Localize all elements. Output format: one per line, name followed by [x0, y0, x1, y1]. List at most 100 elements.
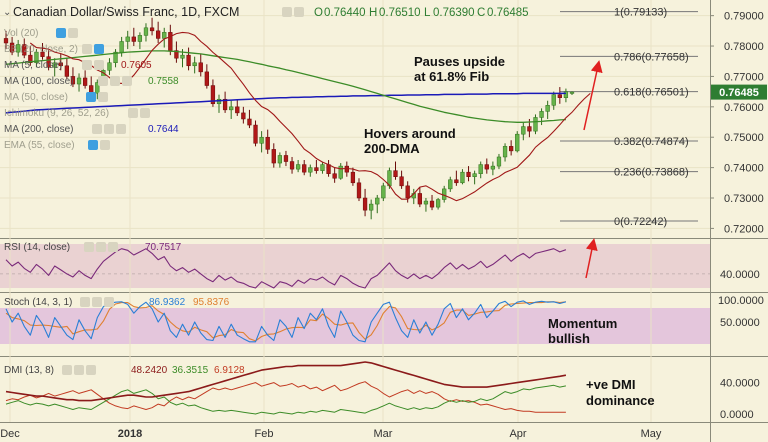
chart-header: ⌄ Canadian Dollar/Swiss Franc, 1D, FXCM … [3, 5, 529, 19]
candle-body [369, 203, 374, 211]
close-icon[interactable] [122, 76, 132, 86]
ohlc-close-key: C [477, 7, 485, 19]
candle-body [70, 76, 76, 85]
ohlc-high-value: 0.76510 [379, 7, 421, 19]
close-icon[interactable] [116, 124, 126, 134]
candle-body [466, 171, 471, 177]
eye-icon[interactable] [80, 297, 90, 307]
price-tick-label: 0.75000 [724, 132, 764, 144]
gear-icon[interactable] [294, 7, 304, 17]
candle-body [527, 126, 532, 132]
candle-body [539, 111, 544, 118]
candle-body [557, 94, 562, 98]
chevron-down-icon[interactable]: ⌄ [3, 7, 11, 18]
study-label: MA (200, close) [4, 124, 73, 135]
candle-body [417, 193, 422, 205]
study-value: 0.7605 [121, 60, 152, 71]
axis-labels: 0.79000 0.78000 0.77000 0.76000 0.75000 0.740… [0, 11, 764, 440]
study-row[interactable]: Ichimoku (9, 26, 52, 26) [4, 108, 150, 119]
candle-body [405, 185, 410, 199]
annotation-line: bullish [548, 331, 590, 346]
gear-icon[interactable] [96, 242, 106, 252]
eye-icon[interactable] [84, 242, 94, 252]
eye-icon[interactable] [282, 7, 292, 17]
candle-body [22, 44, 27, 56]
header-settings-icons[interactable] [282, 7, 304, 17]
price-axis[interactable] [710, 0, 768, 442]
candle-body [308, 167, 313, 173]
candle-body [551, 94, 556, 106]
eye-icon[interactable] [92, 124, 102, 134]
dmi-minus-value: 6.9128 [214, 365, 245, 376]
candle-body [283, 155, 289, 162]
chart-title[interactable]: Canadian Dollar/Swiss Franc, 1D, FXCM [13, 5, 239, 19]
candle-body [399, 176, 404, 187]
candle-body [222, 98, 228, 111]
gear-icon[interactable] [140, 108, 150, 118]
eye-icon[interactable] [88, 140, 98, 150]
gear-icon[interactable] [94, 44, 104, 54]
rsi-up-arrow [585, 238, 598, 279]
candle-body [143, 27, 149, 36]
candle-body [545, 105, 550, 112]
candle-body [460, 171, 465, 184]
gear-icon[interactable] [68, 28, 78, 38]
price-pane[interactable] [0, 0, 710, 238]
eye-icon[interactable] [82, 60, 92, 70]
candle-body [52, 62, 57, 68]
gear-icon[interactable] [92, 297, 102, 307]
gear-icon[interactable] [98, 92, 108, 102]
close-icon[interactable] [104, 297, 114, 307]
rsi-legend[interactable]: RSI (14, close) 70.7517 [4, 242, 182, 253]
study-label: EMA (55, close) [4, 140, 75, 151]
close-icon[interactable] [108, 242, 118, 252]
study-row[interactable]: MA (5, close) 0.7605 [4, 60, 152, 71]
price-tick-label: 0.72000 [724, 223, 764, 235]
gear-icon[interactable] [100, 140, 110, 150]
candle-body [393, 170, 398, 177]
eye-icon[interactable] [56, 28, 66, 38]
stoch-legend[interactable]: Stoch (14, 3, 1) 86.9362 95.8376 [4, 297, 230, 308]
study-row[interactable]: MA (200, close) 0.7644 [4, 124, 179, 135]
dmi-adx-line [5, 361, 567, 402]
eye-icon[interactable] [82, 44, 92, 54]
gear-icon[interactable] [104, 124, 114, 134]
close-icon[interactable] [86, 365, 96, 375]
candle-body [174, 50, 179, 59]
ma100-line [5, 50, 566, 123]
gear-icon[interactable] [94, 60, 104, 70]
candle-body [40, 51, 45, 57]
price-tick-label: 0.79000 [724, 11, 764, 23]
candle-body [168, 32, 173, 51]
gear-icon[interactable] [110, 76, 120, 86]
candle-body [423, 200, 429, 205]
candle-body [9, 42, 15, 53]
eye-icon[interactable] [128, 108, 138, 118]
annotation-fib: Pauses upside at 61.8% Fib [414, 54, 505, 84]
rsi-band [0, 244, 710, 288]
candle-body [478, 164, 483, 174]
candle-body [192, 62, 197, 67]
candle-body [119, 41, 124, 53]
study-row[interactable]: BB (20, close, 2) [4, 44, 104, 55]
eye-icon[interactable] [62, 365, 72, 375]
candle-body [326, 164, 331, 174]
candle-body [125, 36, 130, 42]
fib-label: 0.786(0.77658) [614, 51, 689, 63]
eye-icon[interactable] [86, 92, 96, 102]
oscillators: 40.0000 100.0000 50.0000 40.0000 0.0000 [0, 248, 764, 421]
gear-icon[interactable] [74, 365, 84, 375]
study-row[interactable]: MA (100, close) 0.7558 [4, 76, 179, 87]
candle-body [320, 164, 325, 171]
study-row[interactable]: Vol (20) [4, 28, 78, 39]
study-row[interactable]: MA (50, close) [4, 92, 108, 103]
study-label: MA (50, close) [4, 92, 68, 103]
eye-icon[interactable] [98, 76, 108, 86]
candle-body [229, 106, 234, 111]
dmi-tick-label: 40.0000 [720, 378, 760, 390]
candle-body [277, 155, 283, 164]
dmi-legend[interactable]: DMI (13, 8) 48.2420 36.3515 6.9128 [4, 365, 245, 376]
stoch-k-value: 86.9362 [149, 297, 186, 308]
annotation-line: 200-DMA [364, 141, 420, 156]
study-row[interactable]: EMA (55, close) [4, 140, 110, 151]
